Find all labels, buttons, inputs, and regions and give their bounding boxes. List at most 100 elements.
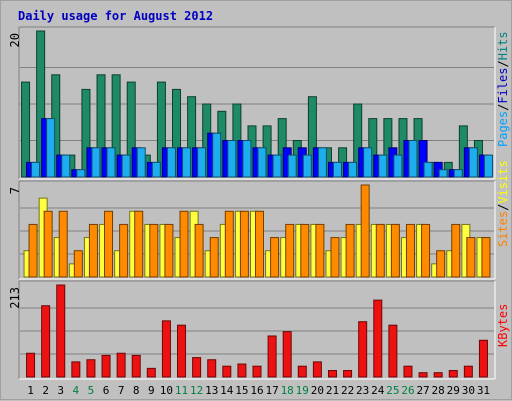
bar-hits-pages: [257, 147, 267, 178]
bar-hits-hits: [81, 88, 91, 178]
legend-entry: /: [496, 104, 510, 111]
bar-kbytes-kbytes: [207, 359, 217, 378]
bar-kbytes-kbytes: [116, 352, 126, 378]
bar-kbytes-kbytes: [222, 365, 232, 378]
scale-label-visits: 7: [8, 187, 22, 194]
bar-kbytes-kbytes: [403, 365, 413, 378]
bar-kbytes-kbytes: [282, 331, 292, 378]
bar-hits-pages: [61, 154, 71, 178]
bar-visits-sites: [315, 223, 325, 278]
x-tick-label: 20: [311, 384, 324, 397]
bar-kbytes-kbytes: [237, 363, 247, 378]
bar-visits-sites: [88, 223, 98, 278]
scale-label-hits: 20: [8, 33, 22, 47]
x-tick-label: 7: [118, 384, 125, 397]
bar-visits-sites: [255, 210, 264, 278]
bar-visits-sites: [73, 250, 83, 278]
bar-hits-hits: [126, 81, 136, 178]
bar-hits-pages: [378, 154, 388, 178]
bar-kbytes-kbytes: [448, 370, 458, 378]
x-tick-label: 23: [356, 384, 369, 397]
bar-hits-pages: [408, 140, 418, 178]
bar-visits-sites: [300, 223, 310, 278]
bar-visits-sites: [436, 250, 446, 278]
bar-hits-hits: [172, 88, 182, 178]
bar-hits-pages: [212, 132, 222, 178]
legend-hits: Pages/Files/Hits: [496, 31, 510, 147]
bar-hits-pages: [46, 118, 56, 178]
bar-hits-hits: [187, 96, 197, 178]
bar-visits-sites: [375, 223, 385, 278]
bar-kbytes-kbytes: [358, 321, 368, 378]
bar-kbytes-kbytes: [388, 324, 398, 378]
bar-kbytes-kbytes: [312, 361, 322, 378]
bar-kbytes-kbytes: [267, 335, 277, 378]
x-tick-label: 4: [73, 384, 80, 397]
legend-entry: Hits: [496, 31, 510, 60]
x-tick-label: 15: [235, 384, 248, 397]
legend-entry: KBytes: [496, 304, 510, 347]
bar-kbytes-kbytes: [433, 372, 443, 378]
bar-hits-pages: [348, 161, 358, 178]
bar-kbytes-kbytes: [192, 357, 202, 378]
bar-hits-pages: [363, 147, 373, 178]
bar-visits-sites: [164, 223, 174, 278]
bar-hits-pages: [182, 147, 192, 178]
bar-hits-pages: [197, 147, 207, 178]
bar-kbytes-kbytes: [297, 365, 307, 378]
bar-hits-pages: [136, 147, 146, 178]
x-tick-label: 30: [462, 384, 475, 397]
x-tick-label: 21: [326, 384, 339, 397]
bar-visits-sites: [149, 223, 159, 278]
bar-kbytes-kbytes: [131, 354, 141, 378]
x-tick-label: 19: [296, 384, 309, 397]
bar-visits-sites: [28, 223, 38, 278]
bar-hits-pages: [272, 154, 282, 178]
bar-visits-sites: [179, 210, 189, 278]
x-tick-label: 13: [205, 384, 218, 397]
x-tick-label: 11: [175, 384, 188, 397]
x-tick-label: 22: [341, 384, 354, 397]
bar-hits-hits: [307, 96, 317, 178]
bar-visits-sites: [58, 210, 68, 278]
x-tick-label: 26: [401, 384, 414, 397]
bar-kbytes-kbytes: [252, 365, 262, 378]
bar-kbytes-kbytes: [41, 305, 51, 378]
bar-visits-sites: [451, 223, 461, 278]
bar-hits-files: [418, 140, 428, 178]
legend-visits: Sites/Visits: [496, 160, 510, 247]
bar-visits-sites: [390, 223, 400, 278]
bar-visits-sites: [481, 237, 491, 278]
x-tick-label: 9: [148, 384, 155, 397]
bar-visits-sites: [466, 237, 476, 278]
bar-hits-pages: [453, 169, 463, 178]
bar-hits-pages: [483, 154, 493, 178]
bar-visits-sites: [209, 237, 219, 278]
x-tick-label: 5: [88, 384, 95, 397]
legend-entry: Visits: [496, 160, 510, 203]
bar-visits-sites: [330, 237, 340, 278]
x-tick-label: 18: [281, 384, 294, 397]
bar-kbytes-kbytes: [327, 370, 337, 378]
bar-kbytes-kbytes: [146, 367, 156, 378]
bar-hits-pages: [317, 147, 327, 178]
bar-hits-pages: [302, 154, 312, 178]
bar-hits-pages: [91, 147, 101, 178]
x-tick-label: 25: [386, 384, 399, 397]
bar-kbytes-kbytes: [71, 361, 81, 378]
bar-hits-hits: [353, 103, 363, 178]
bar-hits-hits: [156, 81, 166, 178]
bar-kbytes-kbytes: [478, 339, 488, 378]
bar-kbytes-kbytes: [101, 354, 111, 378]
bar-kbytes-kbytes: [86, 359, 96, 378]
bar-hits-pages: [121, 154, 131, 178]
legend-entry: /: [496, 60, 510, 67]
legend-entry: Sites: [496, 211, 510, 247]
x-tick-label: 1: [27, 384, 34, 397]
bar-hits-hits: [96, 74, 106, 178]
x-tick-label: 14: [220, 384, 234, 397]
x-tick-label: 3: [57, 384, 64, 397]
x-tick-label: 2: [42, 384, 49, 397]
